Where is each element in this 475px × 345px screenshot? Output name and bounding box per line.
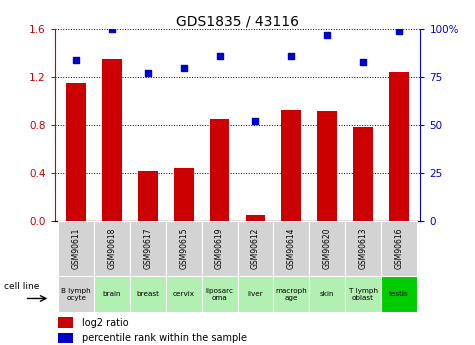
Point [144, 71, 152, 76]
Point [287, 53, 295, 59]
Bar [58, 317, 73, 328]
Point [395, 29, 403, 34]
Text: macroph
age: macroph age [276, 288, 307, 300]
Text: cervix: cervix [173, 291, 195, 297]
Text: GSM90614: GSM90614 [287, 228, 296, 269]
Text: T lymph
oblast: T lymph oblast [349, 288, 378, 300]
Point [359, 59, 367, 65]
Point [180, 65, 188, 70]
Bar [273, 276, 309, 312]
Text: cell line: cell line [4, 282, 40, 290]
Bar [317, 111, 337, 221]
Text: breast: breast [136, 291, 159, 297]
Bar [309, 221, 345, 276]
Bar [202, 276, 238, 312]
Text: GSM90612: GSM90612 [251, 228, 260, 269]
Bar [281, 109, 301, 221]
Bar [381, 276, 417, 312]
Text: B lymph
ocyte: B lymph ocyte [61, 288, 91, 300]
Text: GSM90619: GSM90619 [215, 228, 224, 269]
Text: log2 ratio: log2 ratio [82, 318, 129, 328]
Bar [102, 59, 122, 221]
Bar [246, 215, 266, 221]
Text: brain: brain [103, 291, 121, 297]
Bar [94, 276, 130, 312]
Bar [309, 276, 345, 312]
Title: GDS1835 / 43116: GDS1835 / 43116 [176, 14, 299, 28]
Point [72, 57, 80, 63]
Bar [166, 276, 202, 312]
Bar [381, 221, 417, 276]
Point [216, 53, 223, 59]
Bar [345, 221, 381, 276]
Bar [238, 221, 273, 276]
Point [108, 27, 116, 32]
Bar [166, 221, 202, 276]
Bar [389, 72, 408, 221]
Bar [202, 221, 238, 276]
Text: GSM90620: GSM90620 [323, 228, 332, 269]
Text: GSM90616: GSM90616 [394, 228, 403, 269]
Text: GSM90617: GSM90617 [143, 228, 152, 269]
Bar [345, 276, 381, 312]
Text: testis: testis [389, 291, 408, 297]
Text: liver: liver [247, 291, 263, 297]
Bar [58, 276, 94, 312]
Point [323, 32, 331, 38]
Bar [94, 221, 130, 276]
Bar [58, 333, 73, 344]
Bar [209, 119, 229, 221]
Text: skin: skin [320, 291, 334, 297]
Text: GSM90611: GSM90611 [72, 228, 81, 269]
Bar [130, 276, 166, 312]
Bar [174, 168, 194, 221]
Bar [353, 127, 373, 221]
Bar [138, 170, 158, 221]
Text: percentile rank within the sample: percentile rank within the sample [82, 333, 247, 343]
Bar [58, 221, 94, 276]
Bar [66, 83, 86, 221]
Text: liposarc
oma: liposarc oma [206, 288, 234, 300]
Bar [130, 221, 166, 276]
Bar [238, 276, 273, 312]
Text: GSM90618: GSM90618 [107, 228, 116, 269]
Text: GSM90615: GSM90615 [179, 228, 188, 269]
Bar [273, 221, 309, 276]
Text: GSM90613: GSM90613 [359, 228, 368, 269]
Point [252, 118, 259, 124]
